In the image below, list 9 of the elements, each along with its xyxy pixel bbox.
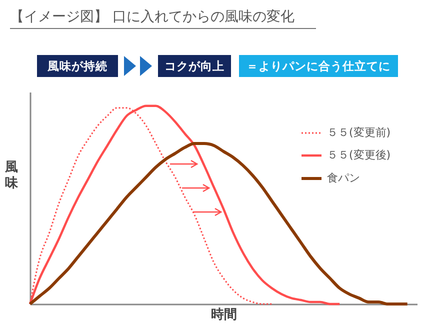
- legend-label: 食パン: [327, 172, 360, 184]
- chart-title: 【イメージ図】 口に入れてからの風味の変化: [10, 7, 316, 29]
- legend-label: ５５(変更後): [327, 148, 391, 162]
- legend-label: ５５(変更前): [327, 126, 391, 139]
- text: 風味が持続: [37, 55, 118, 77]
- y-axis-title: 風味: [5, 160, 18, 192]
- text: コクが向上: [158, 55, 231, 77]
- text: ＝よりパンに合う仕立てに: [239, 55, 398, 77]
- x-axis-title: 時間: [211, 308, 237, 322]
